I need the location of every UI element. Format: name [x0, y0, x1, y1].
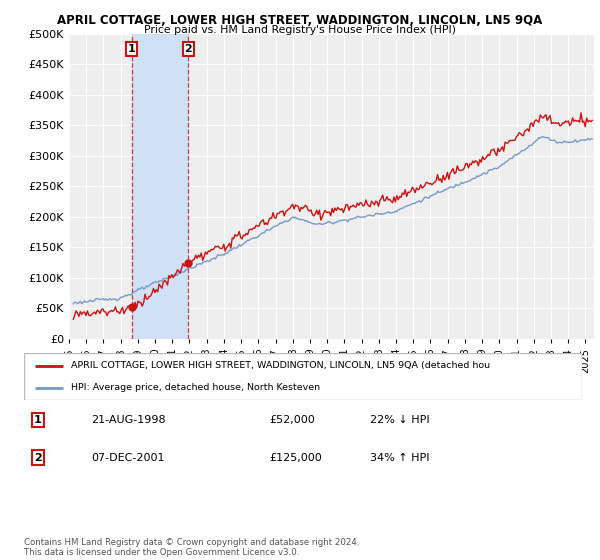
- Text: 34% ↑ HPI: 34% ↑ HPI: [370, 452, 430, 463]
- Text: 21-AUG-1998: 21-AUG-1998: [91, 415, 166, 425]
- Text: HPI: Average price, detached house, North Kesteven: HPI: Average price, detached house, Nort…: [71, 383, 320, 392]
- Text: 2: 2: [184, 44, 192, 54]
- Text: APRIL COTTAGE, LOWER HIGH STREET, WADDINGTON, LINCOLN, LN5 9QA: APRIL COTTAGE, LOWER HIGH STREET, WADDIN…: [58, 14, 542, 27]
- Bar: [131, 34, 188, 339]
- Text: 07-DEC-2001: 07-DEC-2001: [91, 452, 164, 463]
- Text: 1: 1: [128, 44, 136, 54]
- Text: £52,000: £52,000: [269, 415, 315, 425]
- Text: Price paid vs. HM Land Registry's House Price Index (HPI): Price paid vs. HM Land Registry's House …: [144, 25, 456, 35]
- Text: Contains HM Land Registry data © Crown copyright and database right 2024.
This d: Contains HM Land Registry data © Crown c…: [24, 538, 359, 557]
- Text: 22% ↓ HPI: 22% ↓ HPI: [370, 415, 430, 425]
- Text: £125,000: £125,000: [269, 452, 322, 463]
- Text: 1: 1: [34, 415, 42, 425]
- Text: APRIL COTTAGE, LOWER HIGH STREET, WADDINGTON, LINCOLN, LN5 9QA (detached hou: APRIL COTTAGE, LOWER HIGH STREET, WADDIN…: [71, 361, 491, 370]
- Text: 2: 2: [34, 452, 42, 463]
